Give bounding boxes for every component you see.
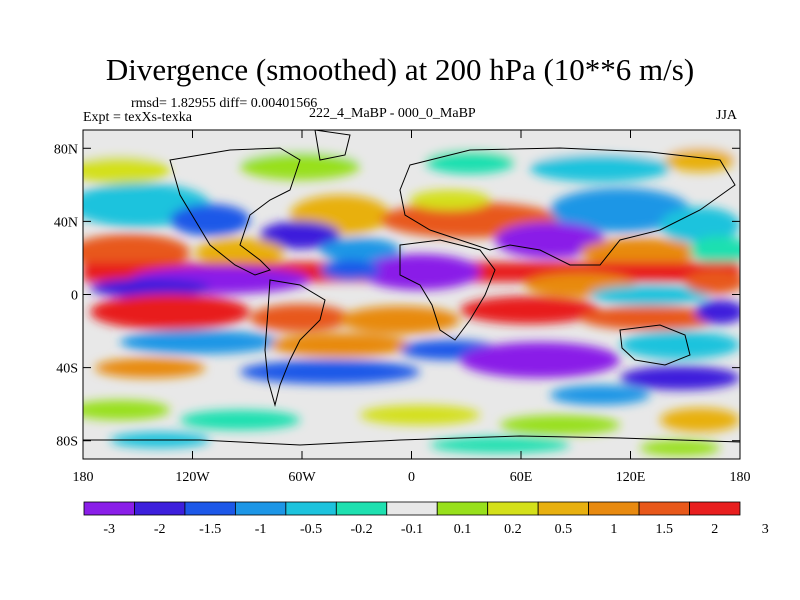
colorbar-label: 0.5 xyxy=(555,522,573,537)
lon-tick-label: 180 xyxy=(73,470,94,485)
colorbar-label: -2 xyxy=(154,522,166,537)
lat-tick-label: 40N xyxy=(54,215,78,230)
colorbar-swatch xyxy=(436,501,489,516)
experiment-label: Expt = texXs-texka xyxy=(83,110,192,125)
colorbar-swatch xyxy=(487,501,539,516)
season-label: JJA xyxy=(716,108,738,123)
colorbar-label: 1.5 xyxy=(656,522,674,537)
contour-field xyxy=(83,130,740,459)
colorbar-swatch xyxy=(638,501,690,516)
colorbar-label: -0.5 xyxy=(300,522,322,537)
coastlines xyxy=(83,130,740,446)
colorbar-swatch xyxy=(386,501,438,516)
colorbar-swatch xyxy=(537,501,590,516)
colorbar-label: 0.1 xyxy=(454,522,472,537)
colorbar-swatch xyxy=(285,501,337,516)
colorbar-label: -1 xyxy=(255,522,267,537)
colorbar-swatch xyxy=(588,501,640,516)
lat-tick-label: 40S xyxy=(56,362,78,377)
colorbar-label: 3 xyxy=(762,522,769,537)
colorbar-label: -0.2 xyxy=(350,522,372,537)
colorbar-label: -1.5 xyxy=(199,522,221,537)
lon-tick-label: 60W xyxy=(288,470,316,485)
colorbar: -3 -2 -1.5 -1 -0.5 -0.2 -0.1 0.1 0.2 0.5 1 1.5 2 3 xyxy=(83,501,769,537)
plot-title: Divergence (smoothed) at 200 hPa (10**6 … xyxy=(105,52,695,87)
lon-tick-label: 120W xyxy=(175,470,210,485)
colorbar-swatch xyxy=(689,501,741,516)
colorbar-swatch xyxy=(335,501,388,516)
longitude-axis: 180 120W 60W 0 60E 120E 180 xyxy=(73,130,751,485)
rmsd-diff-stats: rmsd= 1.82955 diff= 0.00401566 xyxy=(131,96,318,111)
lat-tick-label: 80S xyxy=(56,435,78,450)
latitude-axis: 80N 40N 0 40S 80S xyxy=(54,142,740,450)
colorbar-swatch xyxy=(134,501,186,516)
colorbar-swatch xyxy=(83,501,135,516)
colorbar-label: -0.1 xyxy=(401,522,423,537)
lon-tick-label: 180 xyxy=(730,470,751,485)
colorbar-label: 2 xyxy=(711,522,718,537)
lat-tick-label: 0 xyxy=(71,289,78,304)
colorbar-label: -3 xyxy=(103,522,115,537)
lon-tick-label: 0 xyxy=(408,470,415,485)
colorbar-label: 0.2 xyxy=(504,522,522,537)
colorbar-label: 1 xyxy=(610,522,617,537)
colorbar-swatch xyxy=(234,501,287,516)
lon-tick-label: 120E xyxy=(616,470,646,485)
case-label: 222_4_MaBP - 000_0_MaBP xyxy=(309,106,476,121)
lon-tick-label: 60E xyxy=(510,470,533,485)
colorbar-swatch xyxy=(184,501,236,516)
lat-tick-label: 80N xyxy=(54,142,78,157)
